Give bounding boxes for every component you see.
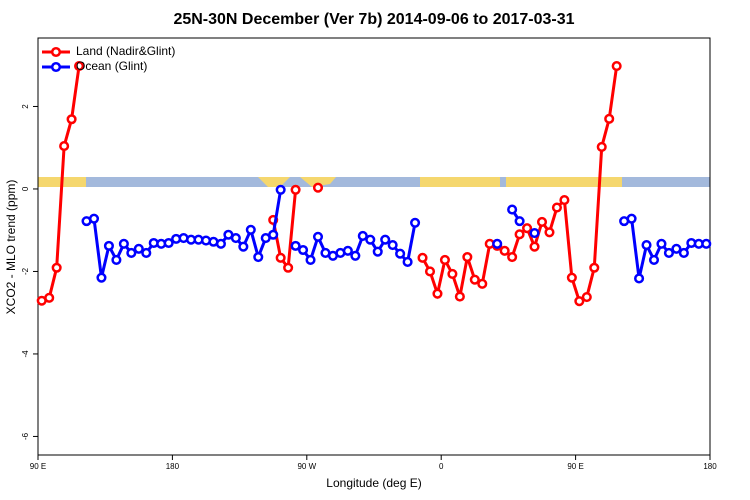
point — [678, 247, 689, 258]
point — [626, 213, 637, 224]
point — [604, 113, 615, 124]
series-line — [86, 189, 707, 279]
point — [290, 240, 301, 251]
point — [141, 247, 152, 258]
legend-label: Ocean (Glint) — [76, 59, 147, 73]
point — [350, 250, 361, 261]
point — [544, 227, 555, 238]
point — [126, 247, 137, 258]
point — [402, 256, 413, 268]
point — [380, 234, 391, 245]
point — [514, 216, 525, 227]
chart-title: 25N-30N December (Ver 7b) 2014-09-06 to … — [173, 11, 574, 28]
x-tick-label: 90 E — [30, 462, 46, 471]
point — [656, 238, 667, 249]
point — [230, 232, 241, 244]
point — [611, 60, 622, 72]
x-tick-label: 90 E — [567, 462, 583, 471]
point — [342, 245, 353, 256]
point — [365, 234, 376, 245]
point — [559, 195, 570, 206]
point — [290, 184, 301, 195]
point — [298, 244, 309, 256]
legend-label: Land (Nadir&Glint) — [76, 44, 175, 58]
y-axis-label: XCO2 - MLO trend (ppm) — [4, 180, 18, 315]
point — [357, 230, 368, 242]
point — [275, 252, 286, 263]
point — [305, 254, 316, 265]
y-tick-label: 2 — [21, 104, 30, 109]
x-tick-label: 0 — [439, 462, 444, 471]
y-tick-label: -2 — [21, 267, 30, 275]
point — [566, 272, 577, 283]
point — [507, 251, 518, 263]
point — [432, 288, 443, 299]
point — [59, 141, 70, 152]
point — [574, 296, 585, 307]
point — [634, 273, 645, 284]
point — [589, 262, 600, 273]
point — [648, 254, 660, 265]
point — [118, 238, 129, 249]
point — [275, 184, 286, 195]
x-tick-label: 90 W — [297, 462, 316, 471]
point — [596, 141, 607, 152]
point — [492, 238, 503, 249]
legend-marker — [50, 46, 62, 58]
point — [507, 204, 518, 215]
y-tick-label: -4 — [21, 350, 30, 358]
point — [268, 229, 279, 240]
point — [88, 213, 100, 224]
point — [133, 243, 144, 254]
point — [372, 246, 383, 257]
y-tick-label: -6 — [21, 432, 30, 440]
point — [74, 60, 85, 72]
point — [499, 245, 510, 256]
point — [701, 238, 712, 249]
point — [163, 237, 174, 249]
point — [253, 251, 264, 263]
point — [447, 268, 458, 279]
x-tick-label: 180 — [166, 462, 180, 471]
y-tick-label: 0 — [21, 186, 30, 191]
map-strip — [38, 177, 710, 187]
point — [238, 241, 249, 252]
point — [663, 247, 674, 258]
point — [395, 248, 406, 259]
point — [454, 291, 465, 302]
point — [439, 254, 450, 265]
point — [417, 252, 428, 263]
point — [529, 228, 540, 239]
point — [671, 243, 682, 254]
point — [529, 241, 540, 252]
point — [536, 216, 548, 228]
point — [462, 251, 473, 263]
point — [410, 217, 421, 228]
legend-marker — [50, 61, 62, 73]
x-axis-label: Longitude (deg E) — [326, 476, 421, 490]
point — [103, 240, 114, 251]
point — [424, 266, 436, 277]
point — [477, 278, 488, 289]
x-tick-label: 180 — [703, 462, 717, 471]
point — [215, 238, 226, 249]
point — [387, 240, 398, 251]
point — [245, 224, 256, 235]
point — [44, 292, 55, 303]
point — [312, 182, 324, 193]
point — [514, 229, 525, 240]
point — [96, 272, 107, 283]
point — [551, 202, 562, 213]
point — [641, 240, 652, 251]
point — [469, 274, 480, 285]
point — [522, 223, 533, 234]
point — [66, 114, 77, 125]
point — [283, 262, 294, 273]
point — [51, 262, 62, 273]
point — [581, 291, 592, 303]
point — [312, 231, 324, 242]
point — [111, 254, 122, 265]
